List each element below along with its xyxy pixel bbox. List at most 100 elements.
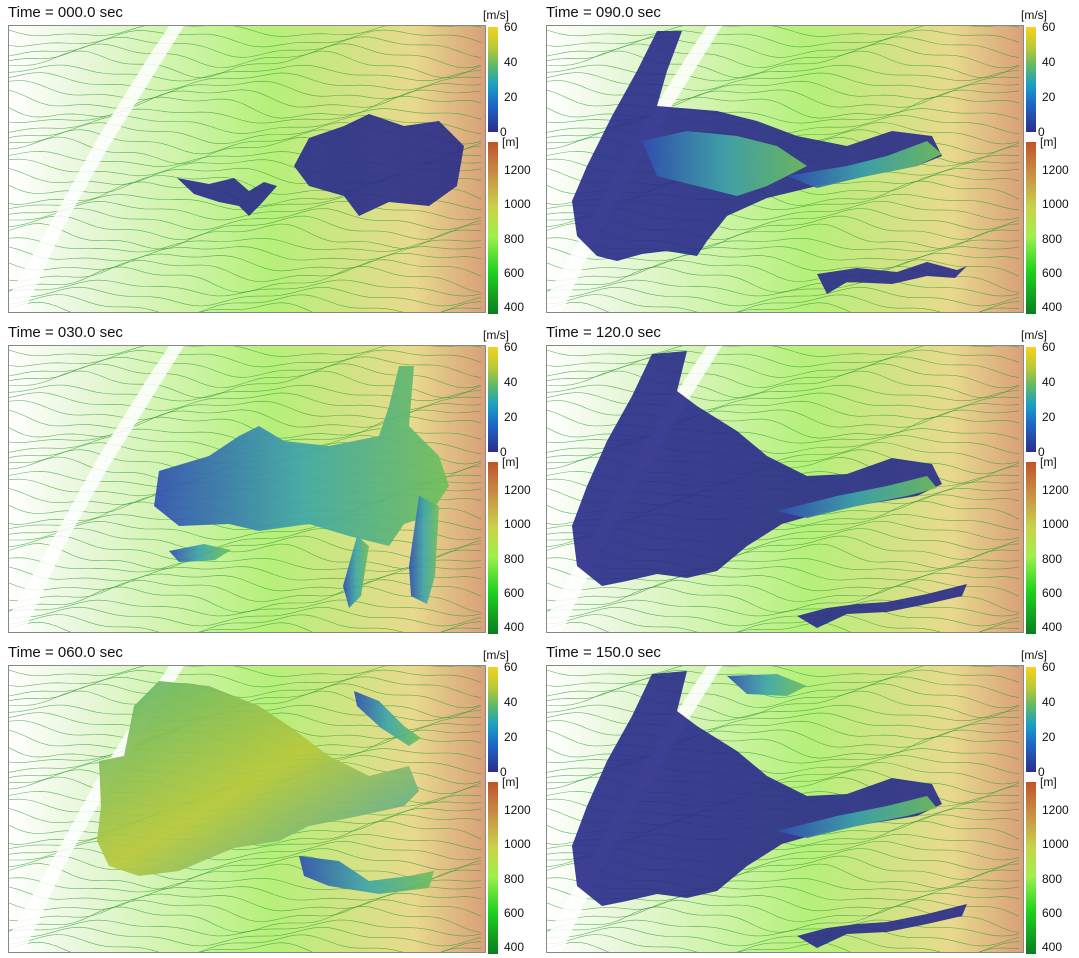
colorbar-group: [m/s] 60 40 20 0 [m] 1200 1000 800 600 4…: [483, 8, 531, 315]
contour-line: [9, 543, 482, 570]
contour-line: [9, 349, 482, 368]
map-panel-1: Time = 090.0 sec [m/s] 60 40 20 0 [m] 12…: [538, 0, 1069, 318]
map-panel-5: Time = 150.0 sec [m/s] 60 40 20 0 [m] 12…: [538, 640, 1069, 958]
terrain-map: [546, 25, 1024, 313]
elevation-unit: [m]: [502, 455, 519, 469]
contour-line: [9, 259, 482, 282]
flow-extent: [572, 671, 967, 948]
elevation-tick: 1000: [504, 517, 531, 531]
contour-line: [547, 259, 1020, 282]
contour-line: [9, 926, 482, 947]
contour-line: [547, 392, 1020, 411]
speed-unit: [m/s]: [1021, 648, 1047, 662]
river-valley: [9, 346, 184, 632]
debris-flow: [777, 796, 937, 838]
contour-line: [547, 683, 1020, 709]
colorbar-group: [m/s] 60 40 20 0 [m] 1200 1000 800 600 4…: [1021, 8, 1069, 315]
debris-flow: [797, 584, 967, 628]
contour-line: [9, 606, 482, 627]
contour-line: [547, 370, 1020, 399]
contour-line: [9, 919, 482, 937]
panel-title: Time = 000.0 sec: [8, 4, 123, 21]
contour-line: [9, 557, 482, 573]
contour-line: [9, 265, 482, 293]
contour-line: [9, 279, 482, 297]
speed-tick: 0: [500, 765, 507, 779]
speed-tick: 40: [1042, 375, 1056, 389]
contour-line: [547, 279, 1020, 297]
contour-line: [547, 294, 1020, 312]
contour-line: [9, 223, 482, 250]
elevation-unit: [m]: [502, 135, 519, 149]
elevation-tick: 800: [504, 872, 525, 886]
elevation-unit: [m]: [1040, 775, 1057, 789]
elevation-tick: 1000: [1042, 837, 1069, 851]
map-panel-3: Time = 120.0 sec [m/s] 60 40 20 0 [m] 12…: [538, 320, 1069, 638]
contour-line: [9, 899, 482, 922]
elevation-colorbar: [488, 142, 498, 314]
elevation-unit: [m]: [1040, 135, 1057, 149]
contour-line: [9, 237, 482, 253]
debris-flow: [642, 131, 807, 196]
contour-line: [547, 384, 1020, 402]
contour-line: [9, 26, 482, 37]
debris-flow: [294, 114, 464, 216]
elevation-tick: 600: [1042, 586, 1063, 600]
elevation-colorbar: [1026, 142, 1036, 314]
map-svg: [9, 346, 485, 632]
contour-line: [9, 286, 482, 307]
terrain-map: [8, 25, 486, 313]
contour-line: [9, 840, 482, 861]
colorbar-group: [m/s] 60 40 20 0 [m] 1200 1000 800 600 4…: [1021, 648, 1069, 955]
elevation-tick: 1200: [1042, 163, 1069, 177]
contour-line: [9, 72, 482, 91]
speed-tick: 40: [1042, 55, 1056, 69]
contour-line: [9, 29, 482, 48]
panel-title: Time = 030.0 sec: [8, 324, 123, 341]
contour-line: [547, 704, 1020, 722]
elevation-tick: 1200: [504, 803, 531, 817]
contour-line: [547, 941, 1020, 952]
contour-line: [9, 934, 482, 952]
contour-line: [547, 899, 1020, 922]
contour-line: [9, 115, 482, 134]
contour-line: [547, 301, 1020, 312]
contour-line: [9, 520, 482, 541]
contour-line: [547, 50, 1020, 79]
speed-tick: 20: [504, 730, 518, 744]
speed-colorbar: [1026, 667, 1036, 772]
elevation-tick: 800: [1042, 552, 1063, 566]
contour-line: [547, 26, 1020, 37]
speed-unit: [m/s]: [1021, 8, 1047, 22]
contour-line: [9, 108, 482, 124]
speed-unit: [m/s]: [1021, 328, 1047, 342]
contour-line: [547, 614, 1020, 632]
speed-tick: 60: [1042, 660, 1056, 674]
elevation-colorbar: [488, 462, 498, 634]
contour-line: [547, 621, 1020, 632]
debris-flow: [97, 681, 419, 876]
contour-line: [547, 919, 1020, 937]
map-svg: [547, 666, 1023, 952]
elevation-tick: 800: [504, 232, 525, 246]
panel-title: Time = 120.0 sec: [546, 324, 661, 341]
contour-line: [9, 294, 482, 312]
speed-colorbar: [488, 27, 498, 132]
debris-flow: [727, 674, 807, 696]
elevation-tick: 400: [1042, 620, 1063, 634]
river-valley: [9, 666, 184, 952]
map-svg: [547, 26, 1023, 312]
speed-tick: 0: [1038, 445, 1045, 459]
elevation-tick: 800: [1042, 872, 1063, 886]
contour-line: [9, 848, 482, 871]
contour-line: [547, 934, 1020, 952]
contour-line: [547, 606, 1020, 627]
debris-flow: [787, 141, 942, 188]
panel-title: Time = 090.0 sec: [546, 4, 661, 21]
elevation-colorbar: [1026, 462, 1036, 634]
contour-line: [547, 286, 1020, 307]
debris-flow: [572, 671, 942, 906]
speed-tick: 0: [500, 125, 507, 139]
contour-line: [547, 29, 1020, 48]
speed-tick: 20: [1042, 730, 1056, 744]
